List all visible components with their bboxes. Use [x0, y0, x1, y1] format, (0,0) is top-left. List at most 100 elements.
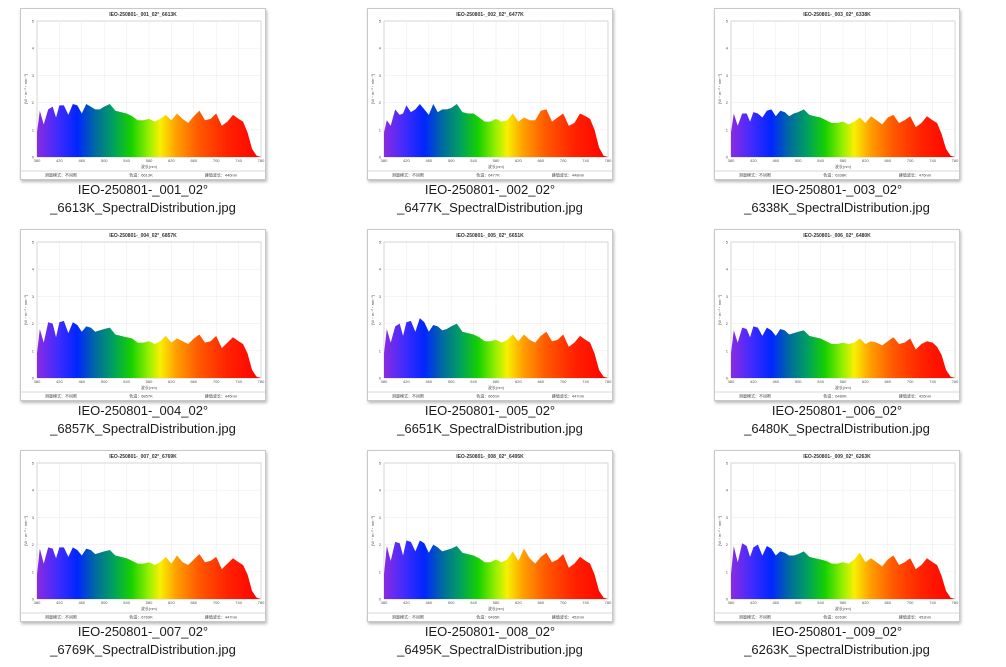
footer-info-text: 峰值波长：447nm — [552, 393, 585, 399]
x-axis-label: 波长(nm) — [835, 163, 852, 169]
file-item[interactable]: IEO-250801-_006_02°_6480K 380 420 460 500 540… — [694, 221, 994, 439]
file-item[interactable]: IEO-250801-_004_02°_6857K 380 420 460 500 540… — [0, 221, 300, 439]
x-tick-label: 500 — [448, 600, 455, 605]
x-tick-label: 780 — [952, 600, 959, 605]
x-tick-label: 500 — [795, 379, 802, 384]
x-tick-label: 620 — [862, 379, 869, 384]
x-tick-label: 660 — [537, 379, 544, 384]
file-item[interactable]: IEO-250801-_007_02°_6769K 380 420 460 500 540… — [0, 442, 300, 660]
file-name-label[interactable]: IEO-250801-_009_02° _6263K_SpectralDistri… — [694, 623, 980, 659]
file-name-line-2: _6769K_SpectralDistribution.jpg — [50, 642, 236, 657]
footer-info-text: 色温：6477K — [476, 172, 500, 178]
x-tick-label: 420 — [403, 158, 410, 163]
x-tick-label: 780 — [952, 158, 959, 163]
file-thumbnail[interactable]: IEO-250801-_006_02°_6480K 380 420 460 500 540… — [714, 229, 960, 401]
x-tick-label: 380 — [381, 379, 388, 384]
y-tick-label: 2 — [379, 542, 382, 547]
file-name-line-2: _6651K_SpectralDistribution.jpg — [397, 421, 583, 436]
file-thumbnail[interactable]: IEO-250801-_008_02°_6495K 380 420 460 500 540… — [367, 450, 613, 622]
y-tick-label: 5 — [379, 19, 382, 24]
x-tick-label: 660 — [884, 600, 891, 605]
file-name-label[interactable]: IEO-250801-_002_02° _6477K_SpectralDistri… — [347, 181, 633, 217]
file-name-label[interactable]: IEO-250801-_006_02° _6480K_SpectralDistri… — [694, 402, 980, 438]
file-name-label[interactable]: IEO-250801-_007_02° _6769K_SpectralDistri… — [0, 623, 286, 659]
file-name-line-2: _6338K_SpectralDistribution.jpg — [744, 200, 930, 215]
x-axis-label: 波长(nm) — [488, 163, 505, 169]
footer-info-text: 色温：6495K — [476, 614, 500, 620]
x-tick-label: 540 — [123, 158, 130, 163]
footer-info-text: 峰值波长：476nm — [899, 172, 932, 178]
file-name-label[interactable]: IEO-250801-_003_02° _6338K_SpectralDistri… — [694, 181, 980, 217]
y-tick-label: 1 — [726, 348, 729, 353]
file-name-label[interactable]: IEO-250801-_008_02° _6495K_SpectralDistri… — [347, 623, 633, 659]
footer-info-text: 测量模式：不间断 — [739, 614, 771, 620]
x-axis-label: 波长(nm) — [835, 605, 852, 611]
y-tick-label: 1 — [379, 569, 382, 574]
x-tick-label: 580 — [493, 158, 500, 163]
file-item[interactable]: IEO-250801-_003_02°_6338K 380 420 460 500 540… — [694, 0, 994, 218]
spectrum-series-area — [731, 543, 955, 599]
x-tick-label: 500 — [101, 600, 108, 605]
file-name-label[interactable]: IEO-250801-_004_02° _6857K_SpectralDistri… — [0, 402, 286, 438]
x-tick-label: 620 — [168, 379, 175, 384]
chart-title: IEO-250801-_008_02°_6495K — [456, 454, 524, 460]
file-thumbnail[interactable]: IEO-250801-_002_02°_6477K 380 420 460 500 540… — [367, 8, 613, 180]
x-tick-label: 580 — [146, 158, 153, 163]
y-axis-label: [W・m⁻²・nm⁻¹] — [717, 295, 722, 325]
file-thumbnail[interactable]: IEO-250801-_001_02°_6613K 380 420 460 500 540… — [20, 8, 266, 180]
spectrum-series-area — [384, 103, 608, 157]
y-axis-label: [W・m⁻²・nm⁻¹] — [370, 295, 375, 325]
x-axis-label: 波长(nm) — [141, 163, 158, 169]
file-name-label[interactable]: IEO-250801-_001_02° _6613K_SpectralDistri… — [0, 181, 286, 217]
y-axis-label: [W・m⁻²・nm⁻¹] — [717, 74, 722, 104]
file-item[interactable]: IEO-250801-_001_02°_6613K 380 420 460 500 540… — [0, 0, 300, 218]
spectrum-series-area — [384, 540, 608, 599]
file-name-line-2: _6857K_SpectralDistribution.jpg — [50, 421, 236, 436]
footer-info-text: 峰值波长：448nm — [552, 172, 585, 178]
file-thumbnail[interactable]: IEO-250801-_003_02°_6338K 380 420 460 500 540… — [714, 8, 960, 180]
y-tick-label: 3 — [379, 515, 382, 520]
x-tick-label: 700 — [213, 158, 220, 163]
file-thumbnail[interactable]: IEO-250801-_005_02°_6651K 380 420 460 500 540… — [367, 229, 613, 401]
file-thumbnail[interactable]: IEO-250801-_007_02°_6769K 380 420 460 500 540… — [20, 450, 266, 622]
file-name-label[interactable]: IEO-250801-_005_02° _6651K_SpectralDistri… — [347, 402, 633, 438]
file-item[interactable]: IEO-250801-_008_02°_6495K 380 420 460 500 540… — [347, 442, 647, 660]
footer-info-text: 峰值波长：446nm — [205, 172, 238, 178]
spectrum-series-area — [37, 547, 261, 599]
chart-title: IEO-250801-_009_02°_6263K — [803, 454, 871, 460]
x-tick-label: 780 — [605, 379, 612, 384]
y-tick-label: 0 — [379, 376, 382, 381]
x-tick-label: 660 — [537, 600, 544, 605]
y-axis-label: [W・m⁻²・nm⁻¹] — [23, 516, 28, 546]
file-thumbnail[interactable]: IEO-250801-_004_02°_6857K 380 420 460 500 540… — [20, 229, 266, 401]
y-tick-label: 5 — [726, 461, 729, 466]
x-tick-label: 380 — [34, 379, 41, 384]
file-item[interactable]: IEO-250801-_002_02°_6477K 380 420 460 500 540… — [347, 0, 647, 218]
file-item[interactable]: IEO-250801-_009_02°_6263K 380 420 460 500 540… — [694, 442, 994, 660]
y-tick-label: 4 — [379, 488, 382, 493]
file-name-line-2: _6480K_SpectralDistribution.jpg — [744, 421, 930, 436]
y-tick-label: 1 — [32, 348, 35, 353]
y-tick-label: 2 — [379, 100, 382, 105]
y-tick-label: 5 — [32, 461, 35, 466]
file-name-line-1: IEO-250801-_003_02° — [771, 182, 903, 197]
x-tick-label: 700 — [907, 379, 914, 384]
y-tick-label: 3 — [726, 515, 729, 520]
x-tick-label: 460 — [425, 379, 432, 384]
y-tick-label: 0 — [379, 597, 382, 602]
x-tick-label: 780 — [952, 379, 959, 384]
chart-title: IEO-250801-_006_02°_6480K — [803, 233, 871, 239]
file-item[interactable]: IEO-250801-_005_02°_6651K 380 420 460 500 540… — [347, 221, 647, 439]
file-thumbnail[interactable]: IEO-250801-_009_02°_6263K 380 420 460 500 540… — [714, 450, 960, 622]
footer-info-text: 测量模式：不间断 — [45, 393, 77, 399]
y-tick-label: 4 — [32, 267, 35, 272]
y-tick-label: 5 — [379, 461, 382, 466]
x-tick-label: 540 — [817, 600, 824, 605]
y-tick-label: 0 — [32, 376, 35, 381]
chart-title: IEO-250801-_007_02°_6769K — [109, 454, 177, 460]
y-tick-label: 4 — [726, 46, 729, 51]
x-tick-label: 780 — [605, 158, 612, 163]
chart-title: IEO-250801-_003_02°_6338K — [803, 12, 871, 18]
x-tick-label: 420 — [750, 379, 757, 384]
